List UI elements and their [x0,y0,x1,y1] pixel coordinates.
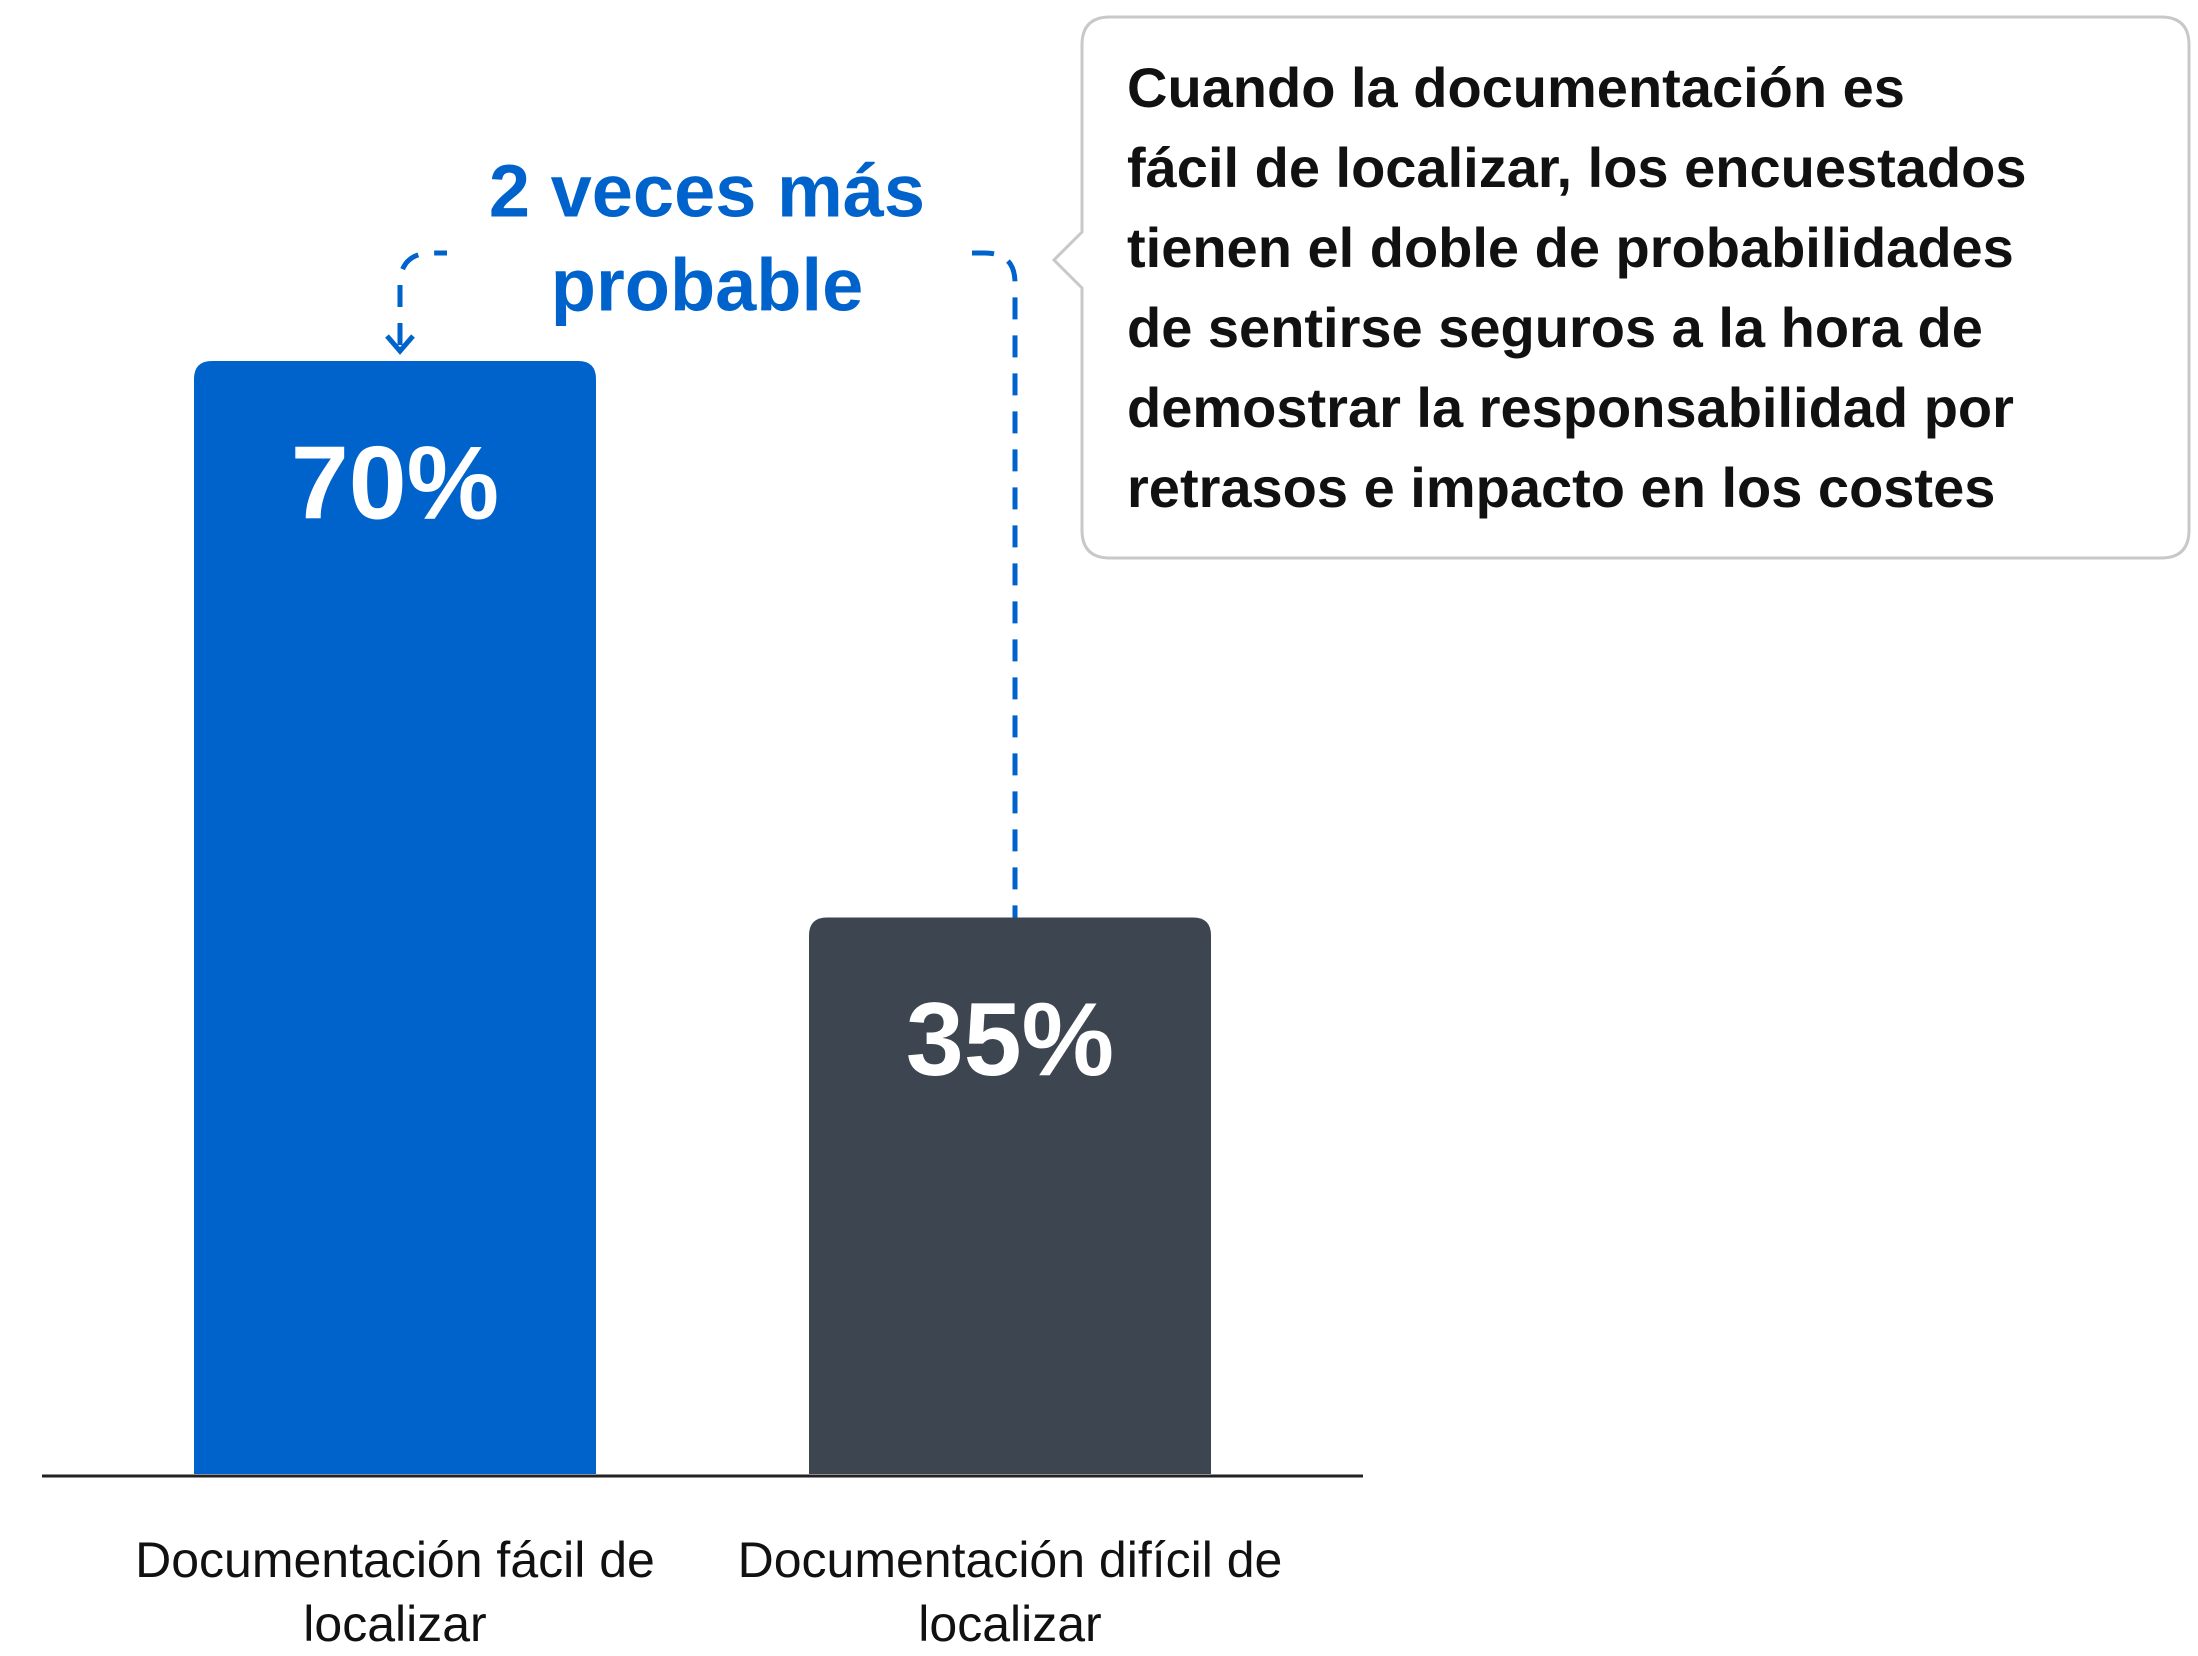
category-label: Documentación difícil de localizar [737,1532,1283,1652]
callout-text: demostrar la responsabilidad por [1127,376,2014,439]
callout-text: fácil de localizar, los encuestados [1127,136,2026,199]
callout-text: Cuando la documentación es [1127,56,1905,119]
category-label: Documentación fácil de localizar [135,1532,655,1652]
bracket-right [972,250,1018,920]
value-label: 35% [906,982,1114,1098]
callout-text: tienen el doble de probabilidades [1127,216,2014,279]
annotation: 2 veces más [489,150,925,233]
value-label: 70% [291,425,499,541]
arrow-head [385,334,415,355]
annotation: probable [551,244,863,327]
callout-text: de sentirse seguros a la hora de [1127,296,1983,359]
bar [809,917,1211,1474]
bracket-left [397,250,447,345]
callout-text: retrasos e impacto en los costes [1127,456,1995,519]
callout-box [1051,15,2191,560]
bar [194,361,596,1474]
